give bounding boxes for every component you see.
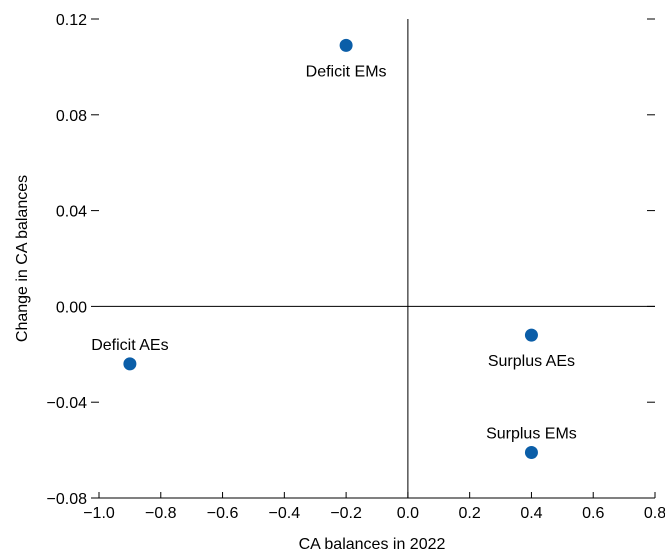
x-tick-label: −1.0 [83,505,115,522]
point-label: Deficit AEs [91,337,168,354]
x-tick-label: −0.6 [207,505,239,522]
data-point [524,445,538,459]
data-point [123,357,137,371]
y-tick-label: −0.08 [47,491,88,508]
x-tick-label: −0.4 [269,505,301,522]
y-tick-label: 0.04 [56,204,87,221]
point-label: Surplus AEs [488,353,575,370]
x-tick-label: −0.8 [145,505,177,522]
x-tick-label: 0.4 [520,505,542,522]
axes: −1.0 −0.8 −0.6 −0.4 −0.2 0.0 0.2 0.4 0.6 0.8 −0.08… [47,12,665,522]
data-point [339,38,353,52]
y-tick-label: 0.00 [56,299,87,316]
x-tick-label: 0.6 [582,505,604,522]
x-tick-label: 0.8 [644,505,665,522]
x-tick-label: −0.2 [330,505,362,522]
y-axis-title: Change in CA balances [14,175,31,342]
y-tick-label: 0.12 [56,12,87,29]
data-point [524,328,538,342]
y-tick-label: 0.08 [56,108,87,125]
point-label: Surplus EMs [486,425,577,442]
x-tick-label: 0.0 [397,505,419,522]
point-label: Deficit EMs [306,63,387,80]
x-tick-label: 0.2 [459,505,481,522]
x-axis-title: CA balances in 2022 [299,536,446,553]
data-points: Deficit EMs Deficit AEs Surplus AEs Surplus… [91,38,577,459]
y-tick-label: −0.04 [47,395,88,412]
